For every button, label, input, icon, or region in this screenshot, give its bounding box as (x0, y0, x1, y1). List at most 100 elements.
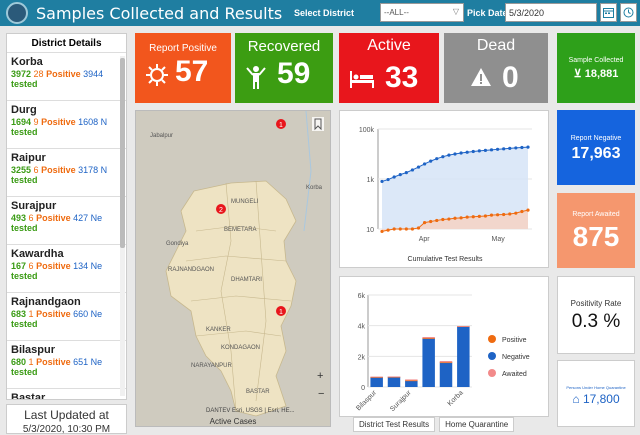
data-point (459, 216, 463, 220)
district-name: Bilaspur (11, 344, 56, 356)
district-stats: 3972 28 Positive 3944 tested (11, 69, 122, 89)
chart-title: Cumulative Test Results (408, 256, 483, 263)
list-item[interactable]: Bastar (7, 389, 126, 400)
data-point (514, 211, 518, 215)
data-point (459, 151, 463, 155)
negative-count: 427 Ne (73, 213, 103, 223)
district-details-panel: District Details Korba 3972 28 Positive 3… (6, 33, 127, 400)
x-tick-label: May (492, 236, 506, 243)
case-marker[interactable] (276, 119, 286, 129)
tab-district-test-results[interactable]: District Test Results (353, 417, 436, 432)
tested-count: 683 (11, 309, 27, 319)
date-input[interactable]: 5/3/2020 (505, 3, 597, 22)
scrollbar-thumb[interactable] (120, 58, 125, 248)
y-tick-label: 6k (358, 293, 366, 300)
y-tick-label: 0 (361, 385, 365, 392)
zoom-out-button[interactable]: − (318, 388, 324, 400)
data-point (447, 217, 451, 221)
case-marker[interactable] (276, 306, 286, 316)
active-value: 33 (385, 61, 419, 94)
list-item[interactable]: Durg 1694 9 Positive 1608 N tested (7, 101, 126, 149)
data-point (483, 148, 488, 152)
list-item[interactable]: Kawardha 167 6 Positive 134 Ne tested (7, 245, 126, 293)
data-point (477, 214, 481, 218)
data-point (471, 215, 475, 219)
place-label: MUNGELI (231, 199, 259, 205)
report-negative-tile: Report Negative 17,963 (557, 110, 635, 185)
sample-collected-value-wrap: ⊻ 18,881 (557, 67, 635, 80)
data-point (508, 212, 512, 216)
map-attribution: DANTEV Esri, USGS | Esri, HE... (206, 408, 295, 414)
data-point (416, 165, 421, 169)
list-item[interactable]: Korba 3972 28 Positive 3944 tested (7, 53, 126, 101)
dead-tile: Dead 0 (444, 33, 548, 103)
bar-segment (370, 376, 383, 378)
person-cheer-icon (246, 66, 266, 89)
warning-icon (471, 68, 491, 86)
case-marker-label: 1 (279, 309, 283, 316)
positive-count: 28 (33, 69, 44, 79)
list-item[interactable]: Rajnandgaon 683 1 Positive 660 Ne tested (7, 293, 126, 341)
data-point (489, 148, 494, 152)
report-awaited-tile: Report Awaited 875 (557, 193, 635, 268)
data-point (380, 229, 384, 234)
tested-word: tested (11, 127, 38, 137)
y-tick-label: 2k (358, 354, 366, 361)
data-point (465, 150, 469, 154)
active-label: Active (367, 37, 411, 54)
bar-segment (457, 326, 470, 387)
place-label: Korba (306, 185, 323, 191)
positivity-label: Positivity Rate (570, 299, 622, 308)
district-stats: 683 1 Positive 660 Ne tested (11, 309, 122, 329)
tested-count: 3255 (11, 165, 32, 175)
data-point (520, 145, 524, 150)
tab-home-quarantine[interactable]: Home Quarantine (439, 417, 515, 432)
calendar-button[interactable] (600, 3, 617, 22)
case-marker-label: 1 (279, 122, 283, 129)
clock-button[interactable] (620, 3, 637, 22)
district-name: Bastar (11, 392, 46, 400)
district-select-value: --ALL-- (384, 8, 409, 17)
last-updated-label: Last Updated at (24, 408, 109, 422)
tested-word: tested (11, 223, 38, 233)
list-item[interactable]: Surajpur 493 6 Positive 427 Ne tested (7, 197, 126, 245)
active-cases-map[interactable]: 1 2 1 Jabalpur Korba Gondiya MUNGELI BEM… (135, 110, 331, 427)
data-point (495, 213, 500, 217)
positive-word: Positive (36, 213, 71, 223)
negative-count: 651 Ne (73, 357, 103, 367)
district-chart-panel: 0 2k 4k 6k Bilaspur Surajpur Korba Positive Nega… (339, 276, 549, 417)
zoom-in-button[interactable]: + (317, 370, 323, 382)
list-item[interactable]: Bilaspur 680 1 Positive 651 Ne tested (7, 341, 126, 389)
chart-tabs: District Test Results Home Quarantine (353, 417, 515, 432)
place-label: NARAYANPUR (191, 363, 232, 369)
place-label: KANKER (206, 327, 231, 333)
case-marker-label: 2 (219, 207, 223, 214)
report-positive-tile: Report Positive 57 (135, 33, 231, 103)
y-tick-label: 4k (358, 324, 366, 331)
date-label: Pick Date (467, 8, 508, 18)
district-stats: 1694 9 Positive 1608 N tested (11, 117, 122, 137)
district-scrollbar[interactable] (120, 56, 125, 396)
case-marker[interactable] (216, 204, 226, 214)
tested-word: tested (11, 175, 38, 185)
place-label: DHAMTARI (231, 277, 262, 283)
data-point (520, 209, 524, 214)
data-point (447, 153, 451, 157)
tested-count: 680 (11, 357, 27, 367)
map-canvas[interactable]: 1 2 1 Jabalpur Korba Gondiya MUNGELI BEM… (136, 111, 331, 427)
calendar-icon (603, 8, 614, 18)
list-item[interactable]: Raipur 3255 6 Positive 3178 N tested (7, 149, 126, 197)
bar-segment (439, 361, 453, 363)
home-quarantine-tile: Persons Under Home Quarantine ⌂ 17,800 (557, 360, 635, 427)
legend-marker (488, 352, 496, 360)
district-select[interactable]: --ALL-- ▽ (380, 3, 464, 22)
report-positive-value: 57 (175, 55, 209, 88)
data-point (398, 172, 402, 177)
positive-count: 9 (33, 117, 39, 127)
data-point (495, 147, 500, 151)
test-tube-icon: ⊻ (573, 68, 585, 80)
virus-icon (146, 64, 168, 86)
data-point (392, 175, 396, 179)
positive-word: Positive (36, 357, 71, 367)
data-point (502, 147, 506, 151)
